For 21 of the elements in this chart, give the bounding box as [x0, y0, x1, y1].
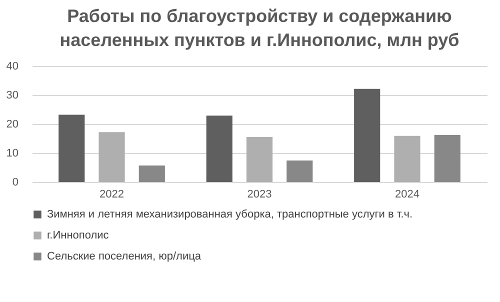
legend-label: Сельские поселения, юр/лица — [47, 250, 202, 262]
legend-label: г.Иннополис — [47, 230, 110, 242]
bar — [58, 114, 85, 182]
chart-title: Работы по благоустройству и содержанию населенных пунктов и г.Иннополис, млн руб — [60, 6, 460, 50]
bar — [434, 135, 460, 182]
legend-label: Зимняя и летняя механизированная уборка, транспортные услуги в т.ч. — [47, 208, 413, 220]
x-tick-label: 2023 — [247, 188, 272, 200]
bar — [354, 88, 380, 182]
y-tick-label: 10 — [6, 148, 18, 160]
bar — [206, 116, 232, 182]
bar — [286, 160, 313, 182]
bar — [138, 165, 165, 182]
bar — [394, 136, 420, 182]
bar — [98, 132, 125, 182]
y-tick-label: 0 — [12, 176, 18, 188]
y-tick-label: 40 — [6, 60, 18, 72]
y-tick-label: 30 — [6, 90, 18, 102]
x-tick-label: 2024 — [394, 188, 420, 200]
y-tick-label: 20 — [6, 118, 18, 130]
bar — [246, 137, 273, 182]
x-tick-label: 2022 — [100, 188, 124, 200]
